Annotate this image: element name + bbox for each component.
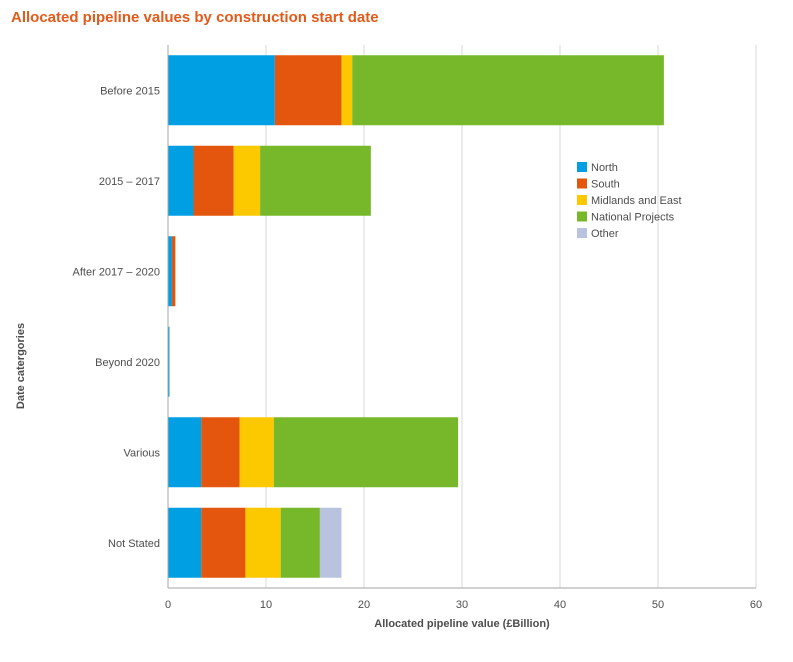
legend-swatch — [577, 211, 587, 222]
bar-segment — [273, 417, 459, 488]
legend-label: North — [591, 162, 618, 174]
bar-segment — [239, 417, 274, 488]
legend: North South Midlands and East National Proj… — [577, 162, 682, 240]
bar-segment — [193, 145, 234, 216]
bar-segment — [168, 326, 170, 397]
category-label: After 2017 – 2020 — [73, 266, 160, 278]
category-label: 2015 – 2017 — [99, 176, 160, 188]
x-tick-label: 60 — [750, 599, 762, 611]
bar-segment — [201, 507, 246, 578]
category-label: Beyond 2020 — [95, 357, 160, 369]
x-tick-label: 20 — [358, 599, 370, 611]
legend-label: National Projects — [591, 212, 675, 224]
legend-swatch — [577, 228, 587, 238]
bar-segment — [352, 55, 664, 126]
x-tick-label: 10 — [260, 599, 272, 611]
legend-label: South — [591, 179, 620, 191]
bar-segment — [245, 507, 281, 578]
bar-segment — [168, 507, 202, 578]
legend-label: Other — [591, 228, 619, 240]
category-label: Various — [124, 447, 161, 459]
bar-segment — [233, 145, 261, 216]
axes: 0 10 20 30 40 50 60 Before 2015 2015 – 2017 After… — [73, 45, 762, 611]
bar-segment — [280, 507, 320, 578]
legend-swatch — [577, 178, 587, 189]
category-label: Before 2015 — [100, 85, 160, 97]
bars — [168, 55, 664, 578]
bar-segment — [168, 417, 202, 488]
bar-segment — [274, 55, 342, 126]
x-tick-label: 40 — [554, 599, 566, 611]
gridlines — [265, 45, 757, 588]
bar-segment — [168, 236, 172, 307]
bar-segment — [319, 507, 342, 578]
x-tick-label: 30 — [456, 599, 468, 611]
legend-label: Midlands and East — [591, 195, 682, 207]
bar-segment — [171, 236, 176, 307]
legend-swatch — [577, 195, 587, 205]
chart-title: Allocated pipeline values by constructio… — [11, 9, 379, 26]
bar-segment — [168, 145, 194, 216]
category-label: Not Stated — [108, 538, 160, 550]
bar-segment — [201, 417, 240, 488]
x-tick-label: 50 — [652, 599, 664, 611]
x-tick-label: 0 — [165, 599, 171, 611]
bar-segment — [341, 55, 353, 126]
bar-segment — [260, 145, 371, 216]
bar-segment — [168, 55, 275, 126]
y-axis-label: Date catergories — [15, 323, 27, 409]
x-axis-label: Allocated pipeline value (£Billion) — [374, 618, 550, 630]
legend-swatch — [577, 162, 587, 172]
